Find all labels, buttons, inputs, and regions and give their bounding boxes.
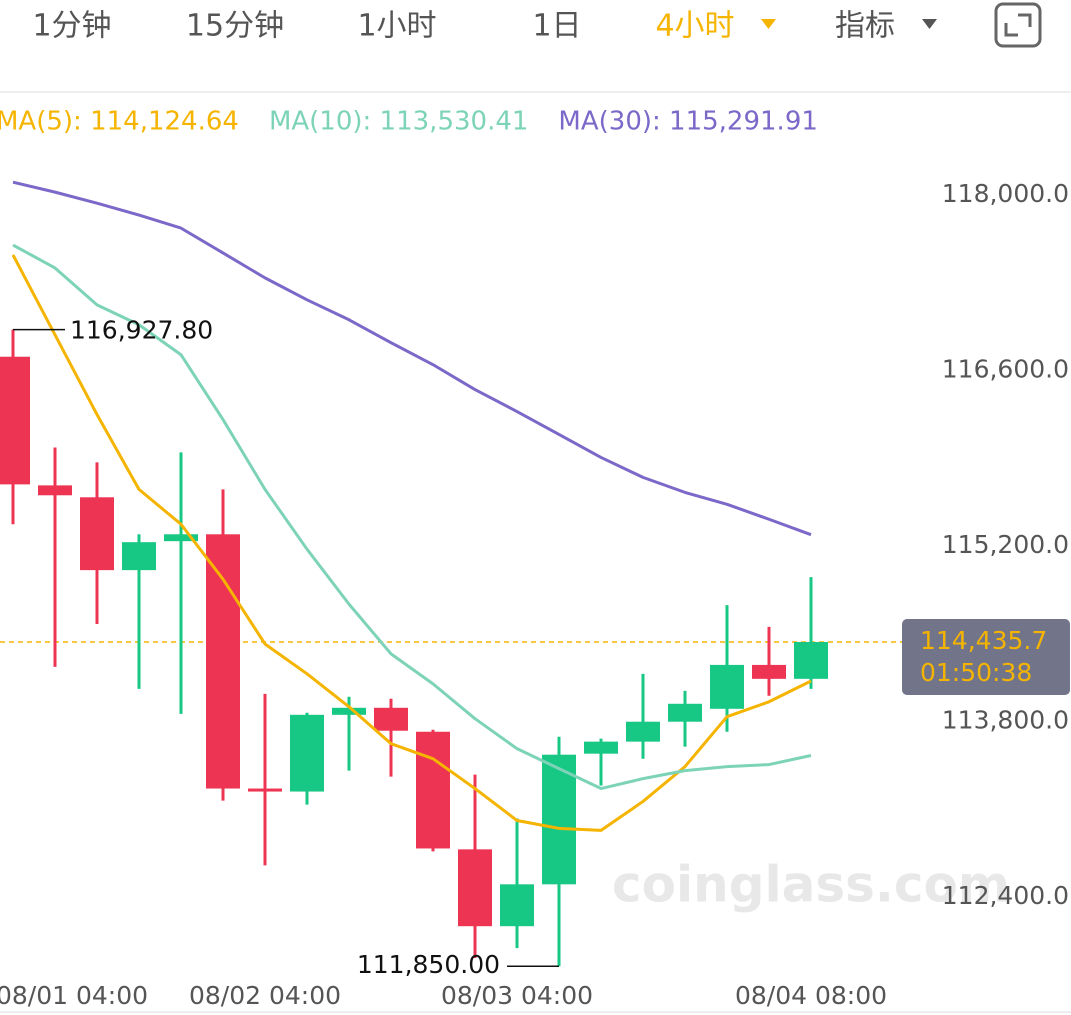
tab[interactable]: 1小时 — [357, 9, 436, 44]
candle-body — [332, 707, 366, 715]
y-tick-label: 112,400.0 — [942, 881, 1069, 910]
price-box — [902, 619, 1070, 696]
tab-bar: 1分钟 15分钟 1小时 1日 4小时 指标 — [32, 2, 1042, 48]
candle-body — [542, 754, 576, 885]
tab[interactable]: 4小时 — [655, 9, 734, 44]
candle-body — [38, 485, 72, 496]
low-annotation: 111,850.00 — [357, 950, 500, 979]
y-tick-label: 118,000.0 — [942, 179, 1069, 208]
candle-body — [416, 731, 450, 849]
tab[interactable]: 15分钟 — [186, 9, 284, 44]
icon-stroke — [1018, 13, 1032, 27]
countdown: 01:50:38 — [920, 658, 1032, 687]
dropdown-arrow[interactable] — [761, 19, 776, 29]
candle-body — [290, 714, 324, 792]
candle-body — [80, 497, 114, 571]
candle-body — [626, 721, 660, 742]
watermark: coinglass.com — [612, 856, 1010, 914]
candle-body — [794, 642, 828, 679]
x-tick-label: 08/03 04:00 — [441, 981, 593, 1010]
candle-body — [584, 741, 618, 754]
x-tick-label: 08/04 08:00 — [735, 981, 887, 1010]
x-tick-label: 08/01 04:00 — [0, 981, 148, 1010]
dropdown-arrow[interactable] — [922, 19, 937, 29]
icon-stroke — [1004, 23, 1018, 37]
legend-entry: MA(10): 113,530.41 — [269, 107, 528, 137]
x-tick-label: 08/02 04:00 — [189, 981, 341, 1010]
legend-entry: MA(5): 114,124.64 — [0, 107, 239, 137]
candle-body — [374, 707, 408, 731]
tab[interactable]: 1日 — [532, 9, 581, 44]
candle-body — [500, 884, 534, 927]
candle-body — [458, 849, 492, 927]
high-annotation: 116,927.80 — [70, 316, 213, 345]
candle-body — [248, 788, 282, 792]
button-frame — [994, 2, 1042, 48]
candle-body — [164, 534, 198, 542]
candle-body — [0, 356, 30, 485]
candle-body — [710, 664, 744, 709]
ma-line — [12, 243, 812, 791]
candle-body — [206, 534, 240, 789]
tab[interactable]: 指标 — [835, 9, 895, 44]
candle-body — [752, 664, 786, 679]
ma-line — [12, 180, 812, 537]
y-tick-label: 113,800.0 — [942, 706, 1069, 735]
candle-body — [668, 703, 702, 722]
last-price-label: 114,435.7 — [920, 626, 1047, 655]
y-tick-label: 115,200.0 — [942, 530, 1069, 559]
y-tick-label: 116,600.0 — [942, 355, 1069, 384]
tab[interactable]: 1分钟 — [32, 9, 111, 44]
candle-body — [122, 542, 156, 571]
legend-entry: MA(30): 115,291.91 — [558, 107, 817, 137]
fullscreen-button[interactable] — [994, 2, 1042, 48]
